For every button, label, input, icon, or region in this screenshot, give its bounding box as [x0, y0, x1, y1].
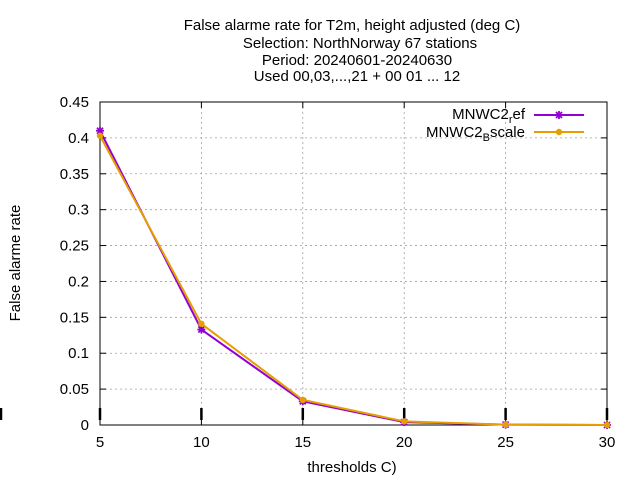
y-tick-label: 0.25 — [60, 238, 89, 255]
legend-samples — [534, 111, 584, 136]
y-tick-label: 0.1 — [68, 345, 89, 362]
y-tick-label: 0.4 — [68, 130, 89, 147]
legend-sample-marker — [555, 128, 563, 136]
x-tick-label: 25 — [497, 434, 514, 451]
series-2 — [96, 132, 611, 429]
grid — [100, 102, 607, 425]
title-line-1: False alarme rate for T2m, height adjust… — [184, 17, 521, 34]
legend-label-1-base: MNWC2 — [452, 106, 509, 123]
y-tick-label: 0.3 — [68, 202, 89, 219]
data-point — [299, 396, 306, 404]
legend-label-1: MNWC2ref — [452, 106, 526, 126]
legend-label-2-sub: B — [483, 132, 490, 144]
legend-label-2: MNWC2Bscale — [426, 124, 525, 144]
legend-sample-marker — [555, 111, 563, 119]
title-line-4: Used 00,03,...,21 + 00 01 ... 12 — [254, 68, 460, 85]
legend-label-2-base: MNWC2 — [426, 124, 483, 141]
plot-frame — [99, 101, 608, 426]
x-tick-label: 5 — [96, 434, 104, 451]
y-tick-label: 0.05 — [60, 381, 89, 398]
data-point — [603, 421, 611, 429]
y-tick-label: 0.35 — [60, 166, 89, 183]
series-group — [96, 126, 611, 429]
series-1 — [96, 126, 611, 429]
data-point — [401, 418, 408, 425]
legend: MNWC2ref MNWC2Bscale — [426, 106, 584, 144]
data-point — [502, 421, 509, 428]
legend-label-2-rest: scale — [490, 124, 525, 141]
x-tick-label: 20 — [396, 434, 413, 451]
data-point — [198, 320, 205, 327]
series-line — [99, 135, 608, 426]
title-line-2: Selection: NorthNorway 67 stations — [243, 35, 477, 52]
ticks: 0 0.05 0.1 0.15 0.2 0.25 0.3 0.35 0.4 0.45 5 10 15 20… — [0, 94, 616, 451]
y-axis-label: False alarme rate — [7, 205, 24, 322]
chart-title: False alarme rate for T2m, height adjust… — [184, 17, 521, 85]
title-line-3: Period: 20240601-20240630 — [262, 52, 452, 69]
x-tick-label: 30 — [599, 434, 616, 451]
y-tick-label: 0.15 — [60, 309, 89, 326]
x-tick-label: 15 — [294, 434, 311, 451]
x-tick-label: 10 — [193, 434, 210, 451]
legend-label-1-sub: r — [509, 114, 513, 126]
x-axis-label: thresholds C) — [307, 459, 396, 476]
y-tick-label: 0.2 — [68, 273, 89, 290]
legend-label-1-rest: ef — [512, 106, 525, 123]
data-point — [96, 132, 104, 139]
y-tick-label: 0 — [81, 417, 89, 434]
y-tick-label: 0.45 — [60, 94, 89, 111]
